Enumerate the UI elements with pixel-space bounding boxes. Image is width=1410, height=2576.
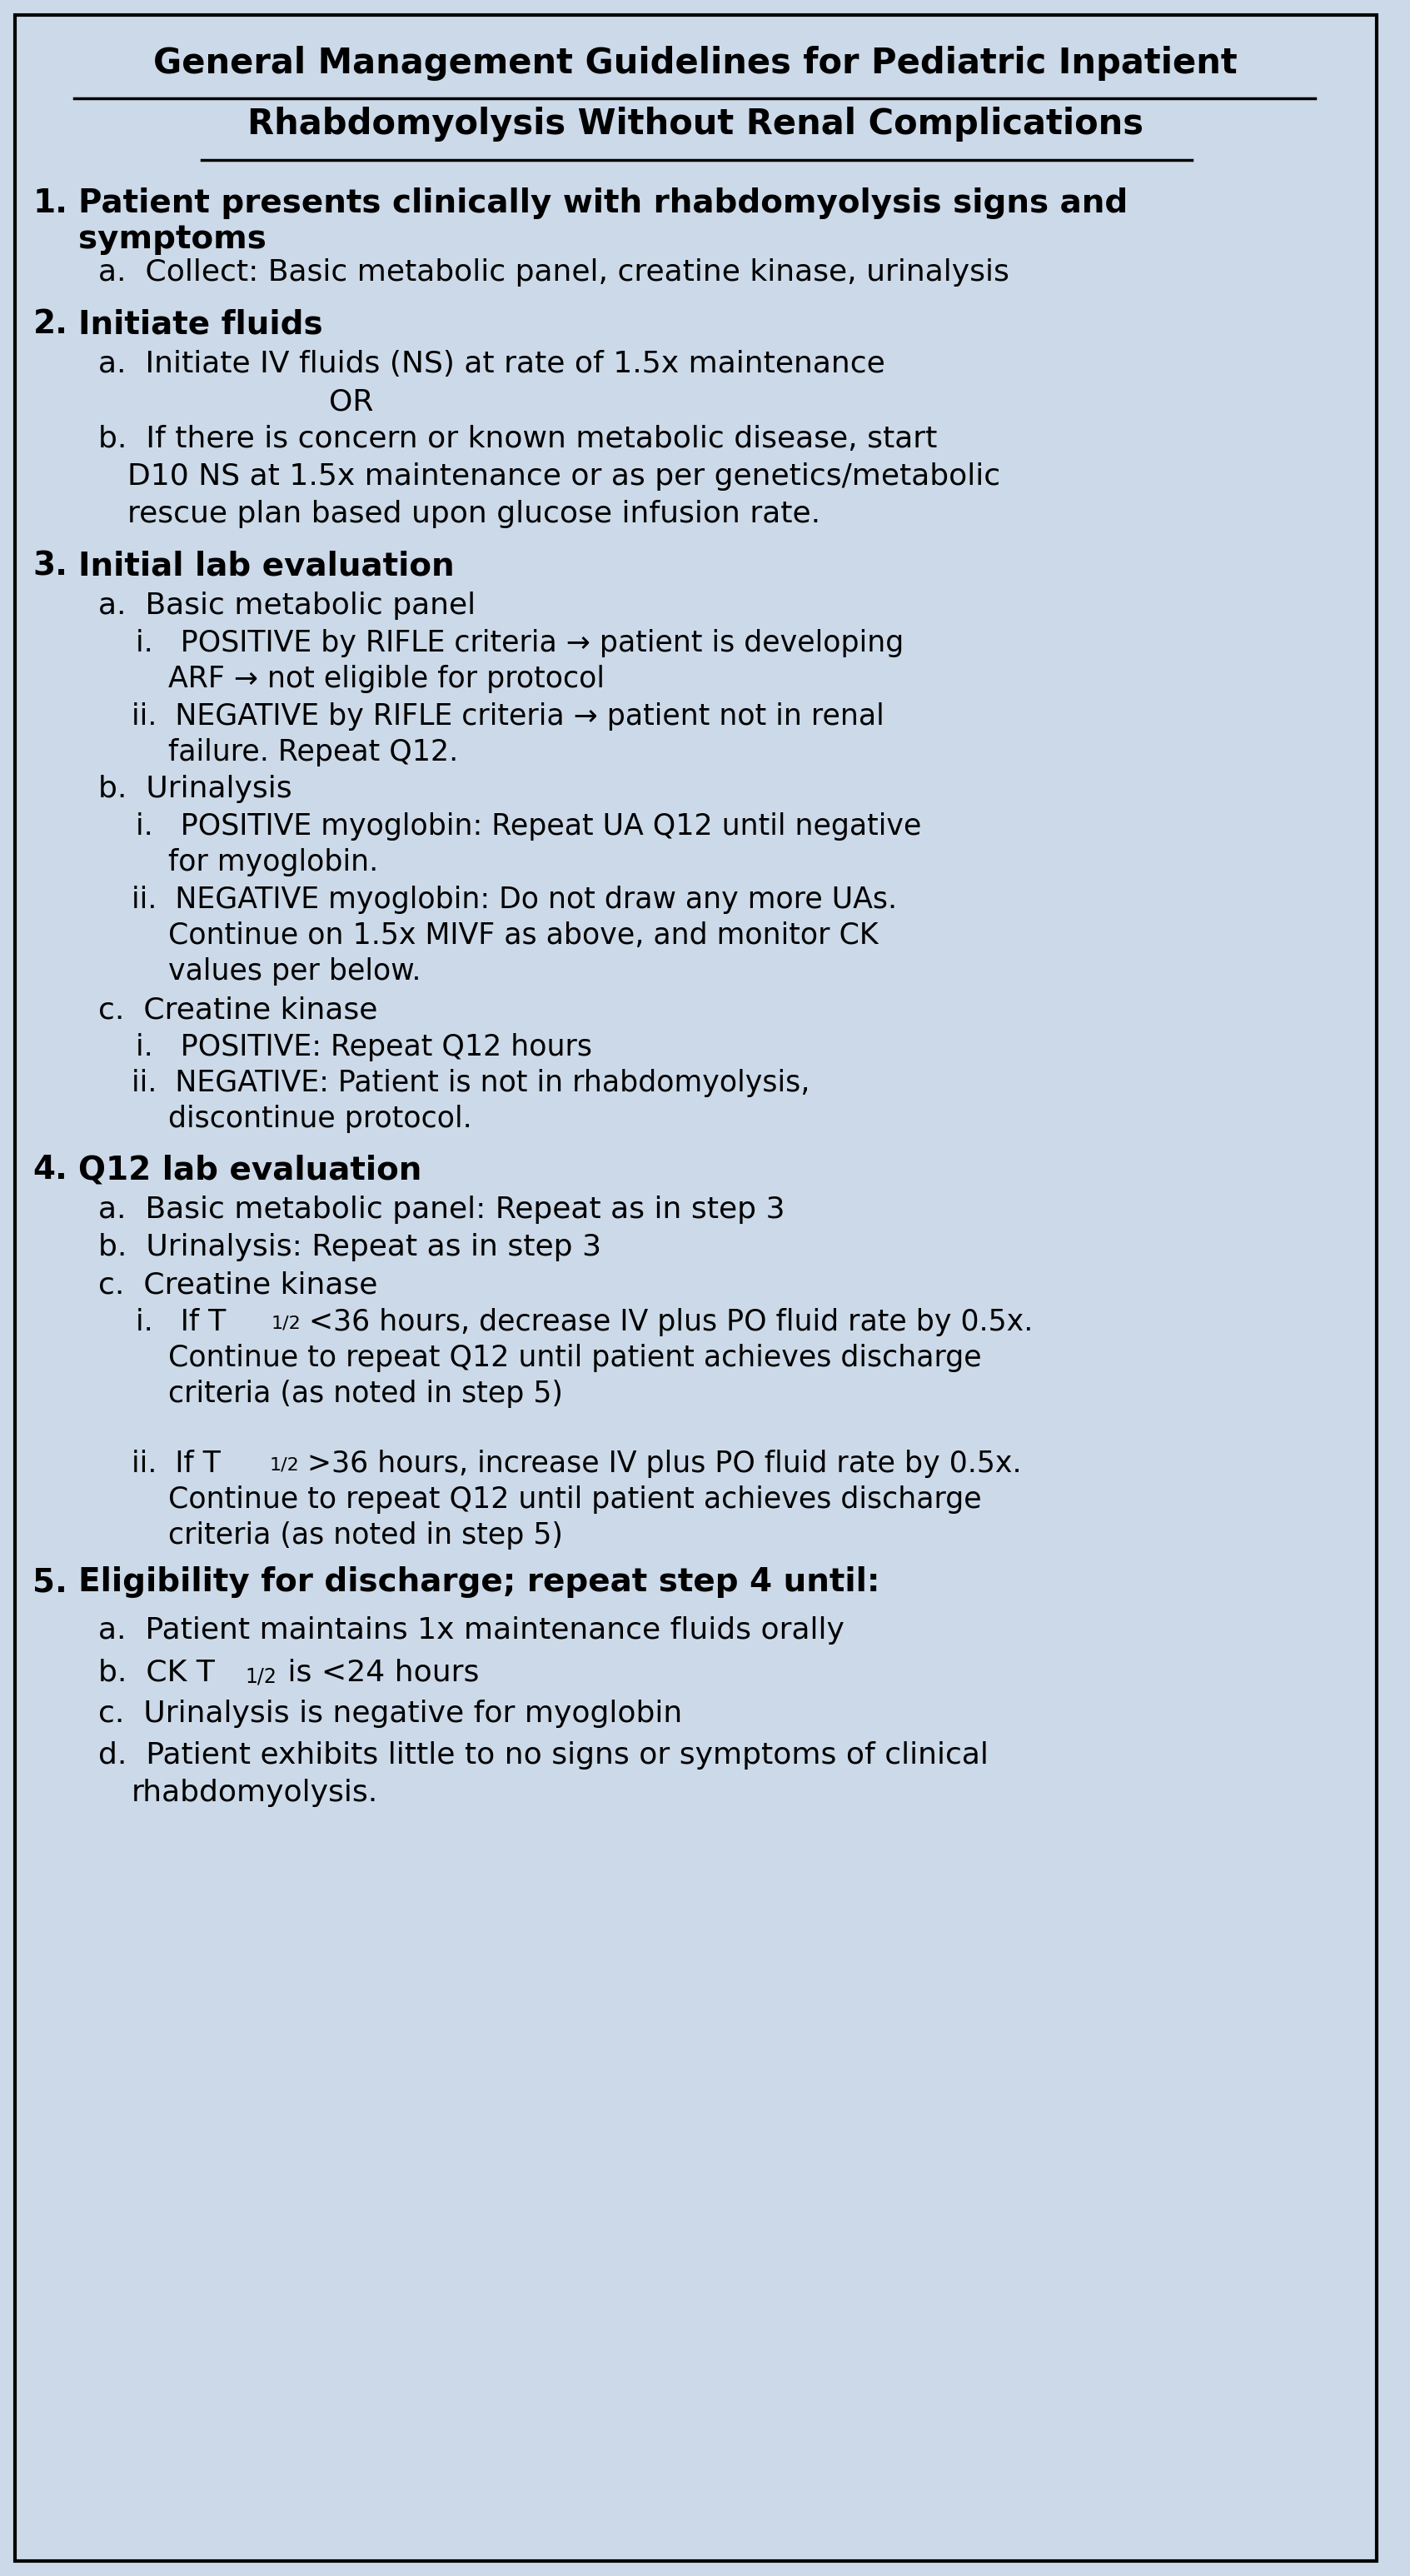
Text: Rhabdomyolysis Without Renal Complications: Rhabdomyolysis Without Renal Complicatio… <box>247 106 1144 142</box>
Text: c.  Urinalysis is negative for myoglobin: c. Urinalysis is negative for myoglobin <box>99 1700 682 1728</box>
Text: D10 NS at 1.5x maintenance or as per genetics/metabolic: D10 NS at 1.5x maintenance or as per gen… <box>127 461 1000 489</box>
Text: Initial lab evaluation: Initial lab evaluation <box>78 549 454 582</box>
Text: 1/2: 1/2 <box>269 1455 299 1473</box>
Text: ii.  NEGATIVE: Patient is not in rhabdomyolysis,: ii. NEGATIVE: Patient is not in rhabdomy… <box>131 1069 809 1097</box>
Text: 3.: 3. <box>32 549 68 582</box>
Text: criteria (as noted in step 5): criteria (as noted in step 5) <box>169 1381 563 1409</box>
Text: a.  Patient maintains 1x maintenance fluids orally: a. Patient maintains 1x maintenance flui… <box>99 1615 845 1643</box>
Text: is <24 hours: is <24 hours <box>278 1659 479 1687</box>
Text: General Management Guidelines for Pediatric Inpatient: General Management Guidelines for Pediat… <box>154 46 1238 80</box>
Text: >36 hours, increase IV plus PO fluid rate by 0.5x.: >36 hours, increase IV plus PO fluid rat… <box>299 1450 1022 1479</box>
Text: b.  Urinalysis: Repeat as in step 3: b. Urinalysis: Repeat as in step 3 <box>99 1234 602 1262</box>
Text: OR: OR <box>329 386 374 415</box>
Text: ARF → not eligible for protocol: ARF → not eligible for protocol <box>169 665 605 693</box>
Text: 1.: 1. <box>32 188 68 219</box>
Text: symptoms: symptoms <box>78 224 266 255</box>
Text: 1/2: 1/2 <box>271 1314 302 1332</box>
Text: Q12 lab evaluation: Q12 lab evaluation <box>78 1154 422 1185</box>
Text: c.  Creatine kinase: c. Creatine kinase <box>99 1270 378 1298</box>
Text: rhabdomyolysis.: rhabdomyolysis. <box>131 1777 378 1806</box>
Text: c.  Creatine kinase: c. Creatine kinase <box>99 994 378 1023</box>
Text: ii.  NEGATIVE by RIFLE criteria → patient not in renal: ii. NEGATIVE by RIFLE criteria → patient… <box>131 703 884 732</box>
Text: for myoglobin.: for myoglobin. <box>169 848 379 876</box>
Text: ii.  If T: ii. If T <box>131 1450 220 1479</box>
Text: 5.: 5. <box>32 1566 68 1597</box>
Text: 4.: 4. <box>32 1154 68 1185</box>
Text: values per below.: values per below. <box>169 958 422 987</box>
Text: Continue on 1.5x MIVF as above, and monitor CK: Continue on 1.5x MIVF as above, and moni… <box>169 922 878 951</box>
Text: b.  If there is concern or known metabolic disease, start: b. If there is concern or known metaboli… <box>99 425 938 453</box>
Text: <36 hours, decrease IV plus PO fluid rate by 0.5x.: <36 hours, decrease IV plus PO fluid rat… <box>300 1309 1034 1337</box>
Text: d.  Patient exhibits little to no signs or symptoms of clinical: d. Patient exhibits little to no signs o… <box>99 1741 988 1770</box>
Text: a.  Basic metabolic panel: Repeat as in step 3: a. Basic metabolic panel: Repeat as in s… <box>99 1195 785 1224</box>
Text: a.  Initiate IV fluids (NS) at rate of 1.5x maintenance: a. Initiate IV fluids (NS) at rate of 1.… <box>99 350 885 379</box>
Text: a.  Collect: Basic metabolic panel, creatine kinase, urinalysis: a. Collect: Basic metabolic panel, creat… <box>99 258 1010 286</box>
Text: Patient presents clinically with rhabdomyolysis signs and: Patient presents clinically with rhabdom… <box>78 188 1128 219</box>
Text: rescue plan based upon glucose infusion rate.: rescue plan based upon glucose infusion … <box>127 500 821 528</box>
Text: i.   POSITIVE by RIFLE criteria → patient is developing: i. POSITIVE by RIFLE criteria → patient … <box>135 629 904 657</box>
Text: b.  CK T: b. CK T <box>99 1659 216 1687</box>
Text: Continue to repeat Q12 until patient achieves discharge: Continue to repeat Q12 until patient ach… <box>169 1345 981 1373</box>
Text: i.   POSITIVE: Repeat Q12 hours: i. POSITIVE: Repeat Q12 hours <box>135 1033 592 1061</box>
Text: 1/2: 1/2 <box>245 1667 276 1687</box>
Text: discontinue protocol.: discontinue protocol. <box>169 1105 472 1133</box>
Text: Initiate fluids: Initiate fluids <box>78 309 323 340</box>
Text: criteria (as noted in step 5): criteria (as noted in step 5) <box>169 1522 563 1551</box>
Text: Continue to repeat Q12 until patient achieves discharge: Continue to repeat Q12 until patient ach… <box>169 1486 981 1515</box>
FancyBboxPatch shape <box>14 15 1378 2561</box>
Text: a.  Basic metabolic panel: a. Basic metabolic panel <box>99 592 477 621</box>
Text: 2.: 2. <box>32 309 68 340</box>
Text: Eligibility for discharge; repeat step 4 until:: Eligibility for discharge; repeat step 4… <box>78 1566 880 1597</box>
Text: i.   POSITIVE myoglobin: Repeat UA Q12 until negative: i. POSITIVE myoglobin: Repeat UA Q12 unt… <box>135 811 921 840</box>
Text: i.   If T: i. If T <box>135 1309 226 1337</box>
Text: failure. Repeat Q12.: failure. Repeat Q12. <box>169 739 458 768</box>
Text: b.  Urinalysis: b. Urinalysis <box>99 775 292 804</box>
Text: ii.  NEGATIVE myoglobin: Do not draw any more UAs.: ii. NEGATIVE myoglobin: Do not draw any … <box>131 886 897 914</box>
